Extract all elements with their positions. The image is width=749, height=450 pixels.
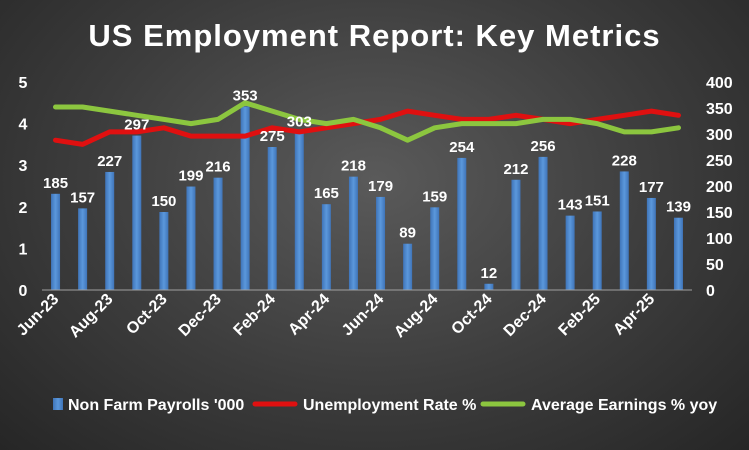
data-label-Jul-23: 157: [70, 189, 95, 206]
legend-label: Average Earnings % yoy: [531, 397, 717, 414]
data-label-Mar-25: 228: [612, 152, 637, 169]
bar-May-24: [348, 176, 358, 290]
x-tick-label: Apr-25: [610, 291, 658, 339]
y-right-tick: 100: [706, 231, 733, 248]
lines-layer: [53, 100, 681, 147]
x-tick-label: Oct-23: [123, 291, 170, 338]
data-label-Aug-23: 227: [97, 153, 122, 170]
x-tick-label: Aug-24: [391, 291, 441, 341]
data-label-Nov-24: 212: [503, 161, 528, 178]
y-right-tick: 0: [706, 283, 715, 300]
y-left-tick: 3: [19, 158, 28, 175]
y-left-tick: 5: [19, 75, 28, 92]
data-label-Feb-24: 275: [260, 128, 285, 145]
average-earnings-line: [53, 100, 681, 143]
bar-Feb-24: [267, 147, 277, 290]
legend-layer: Non Farm Payrolls '000 Unemployment Rate …: [53, 397, 717, 414]
bar-May-25: [673, 217, 683, 290]
y-left-tick: 4: [19, 117, 28, 134]
bar-Nov-24: [511, 179, 521, 290]
y-right-tick: 300: [706, 127, 733, 144]
y-left-tick: 0: [19, 283, 28, 300]
x-tick-label: Feb-25: [556, 291, 605, 340]
bar-Dec-23: [213, 177, 223, 290]
data-label-Aug-24: 159: [422, 188, 447, 205]
data-label-Jun-24: 179: [368, 178, 393, 195]
x-tick-label: Dec-24: [501, 291, 550, 340]
bar-Jul-24: [403, 243, 413, 290]
y-right-tick: 250: [706, 153, 733, 170]
data-label-Jan-24: 353: [233, 87, 258, 104]
y-right-tick: 350: [706, 101, 733, 118]
data-label-May-24: 218: [341, 158, 366, 175]
data-label-Dec-23: 216: [206, 159, 231, 176]
data-label-Oct-24: 12: [481, 265, 498, 282]
x-tick-label: Feb-24: [231, 291, 280, 340]
data-label-Apr-25: 177: [639, 179, 664, 196]
legend-swatch-payrolls: [53, 398, 63, 410]
bar-Jun-23: [51, 193, 61, 290]
bar-Mar-25: [619, 171, 629, 290]
legend-label: Unemployment Rate %: [303, 397, 476, 414]
bar-Nov-23: [186, 186, 196, 290]
data-label-Feb-25: 151: [585, 192, 610, 209]
data-label-Nov-23: 199: [178, 168, 203, 185]
data-label-Sep-23: 297: [124, 117, 149, 134]
y-left-tick: 2: [19, 200, 28, 217]
bar-Dec-24: [538, 156, 548, 290]
data-label-Mar-24: 303: [287, 113, 312, 130]
data-label-Jan-25: 143: [558, 197, 583, 214]
bar-Aug-23: [105, 171, 115, 290]
bar-Jan-24: [240, 106, 250, 290]
x-tick-label: Oct-24: [448, 291, 495, 338]
y-right-tick: 200: [706, 179, 733, 196]
data-label-Dec-24: 256: [531, 138, 556, 155]
x-tick-label: Apr-24: [285, 291, 333, 339]
bar-Jun-24: [376, 196, 386, 290]
bars-layer: [51, 106, 683, 290]
bar-Oct-23: [159, 212, 169, 290]
data-label-Oct-23: 150: [151, 193, 176, 210]
bar-Feb-25: [592, 211, 602, 290]
y-right-tick: 400: [706, 75, 733, 92]
data-label-Jul-24: 89: [399, 225, 416, 242]
data-label-Apr-24: 165: [314, 185, 339, 202]
chart-title: US Employment Report: Key Metrics: [88, 18, 661, 53]
legend-label: Non Farm Payrolls '000: [68, 397, 244, 414]
bar-Oct-24: [484, 283, 494, 290]
x-tick-label: Aug-23: [66, 291, 116, 341]
bar-Apr-25: [646, 197, 656, 290]
bar-Mar-24: [294, 132, 304, 290]
bar-Sep-23: [132, 135, 142, 290]
y-right-tick: 50: [706, 257, 724, 274]
x-tick-label: Dec-23: [176, 291, 225, 340]
data-label-May-25: 139: [666, 199, 691, 216]
data-label-Jun-23: 185: [43, 175, 68, 192]
bar-Apr-24: [321, 204, 331, 290]
x-tick-label: Jun-24: [339, 291, 388, 340]
bar-Jan-25: [565, 215, 575, 290]
y-right-tick: 150: [706, 205, 733, 222]
data-label-Sep-24: 254: [449, 139, 475, 156]
bar-Sep-24: [457, 157, 467, 290]
bar-Aug-24: [430, 207, 440, 290]
bar-Jul-23: [78, 208, 88, 290]
y-left-tick: 1: [19, 241, 28, 258]
